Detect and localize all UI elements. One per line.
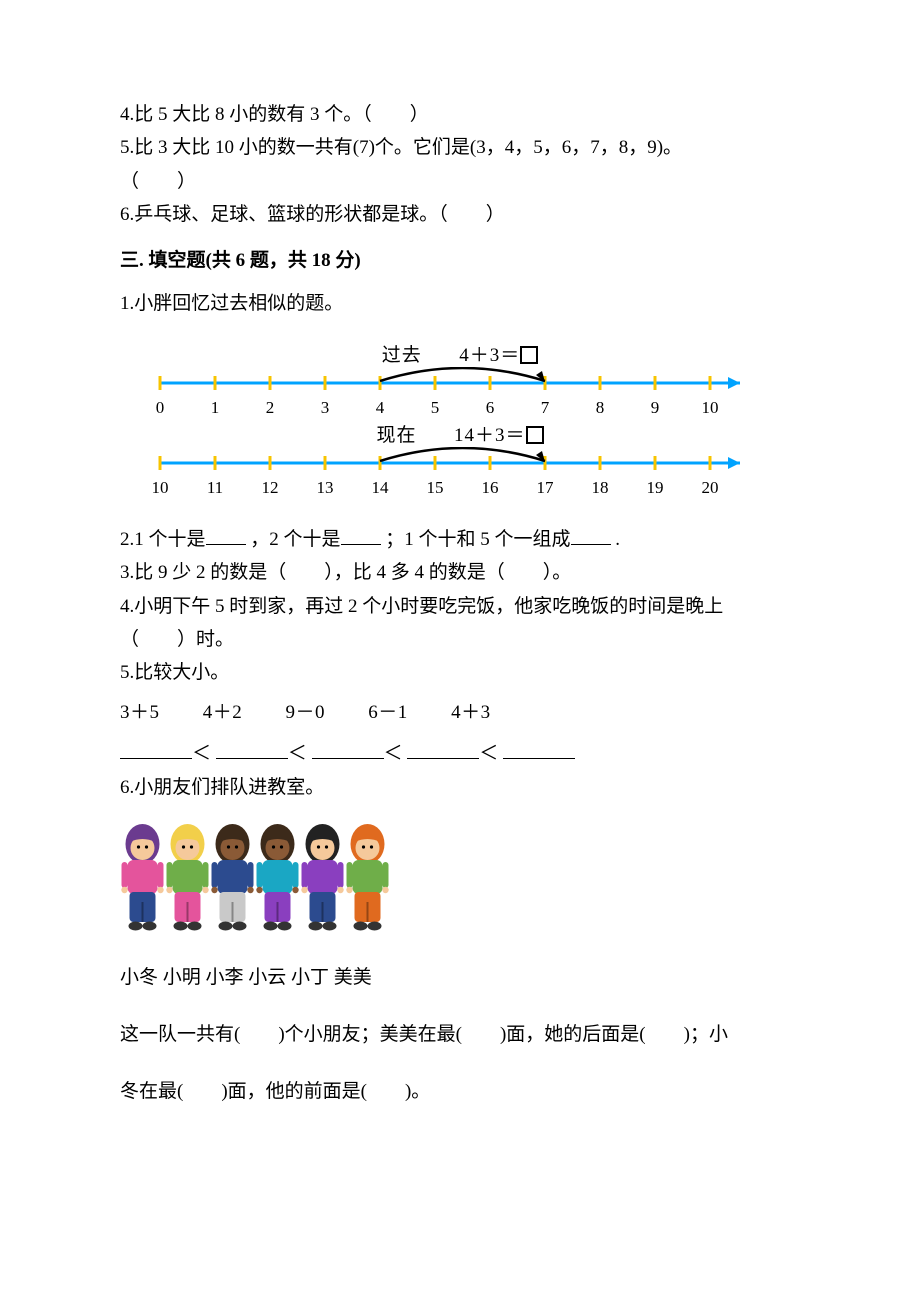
numberline-tick-label: 12: [262, 475, 279, 501]
numberline-tick-label: 7: [541, 395, 550, 421]
section-3-title: 三. 填空题(共 6 题，共 18 分): [120, 246, 800, 275]
numberline-tick-label: 16: [482, 475, 499, 501]
numberline-tick-label: 10: [152, 475, 169, 501]
s3-q6-line2: 冬在最( )面，他的前面是( )。: [120, 1077, 800, 1106]
blank: [407, 739, 479, 759]
kids-illustration: 小冬 小明 小李 小云 小丁 美美: [120, 816, 390, 992]
compare-item: 3＋5: [120, 698, 160, 727]
s3-q4b: （ ）时。: [120, 625, 800, 654]
numberline-tick-label: 11: [207, 475, 223, 501]
numberline-tick-label: 4: [376, 395, 385, 421]
numberline-now-svg: [140, 447, 780, 487]
numberline-tick-label: 18: [592, 475, 609, 501]
compare-item: 6－1: [368, 698, 408, 727]
blank: [341, 525, 381, 545]
s3-q5-order: ＜ ＜ ＜ ＜: [120, 739, 800, 768]
blank: [216, 739, 288, 759]
numberline-tick-label: 14: [372, 475, 389, 501]
blank: [120, 739, 192, 759]
s3-q5-items: 3＋5 4＋2 9－0 6－1 4＋3: [120, 698, 800, 727]
lt-symbol: ＜: [384, 743, 403, 764]
lt-symbol: ＜: [288, 743, 307, 764]
numberline-tick-label: 1: [211, 395, 220, 421]
blank: [206, 525, 246, 545]
answer-box-icon: [520, 346, 538, 364]
numberline-past-svg: [140, 367, 780, 407]
q2-part: ，2 个十是: [250, 529, 340, 550]
numberline-tick-label: 6: [486, 395, 495, 421]
kids-svg: [120, 816, 390, 951]
s3-q3: 3.比 9 少 2 的数是（ ），比 4 多 4 的数是（ ）。: [120, 558, 800, 587]
caption-expr: 4＋3＝: [459, 345, 520, 366]
compare-item: 9－0: [286, 698, 326, 727]
judge-q6: 6.乒乓球、足球、篮球的形状都是球。（ ）: [120, 200, 800, 229]
numberline-tick-label: 13: [317, 475, 334, 501]
numberline-tick-label: 8: [596, 395, 605, 421]
s3-q4a: 4.小明下午 5 时到家，再过 2 个小时要吃完饭，他家吃晚饭的时间是晚上: [120, 592, 800, 621]
blank: [312, 739, 384, 759]
compare-item: 4＋2: [203, 698, 243, 727]
s3-q6: 6.小朋友们排队进教室。: [120, 773, 800, 802]
numberline-tick-label: 10: [702, 395, 719, 421]
answer-box-icon: [526, 426, 544, 444]
numberline-tick-label: 0: [156, 395, 165, 421]
q2-part: 2.1 个十是: [120, 529, 206, 550]
numberline-tick-label: 20: [702, 475, 719, 501]
kids-names-row: 小冬 小明 小李 小云 小丁 美美: [120, 963, 390, 992]
judge-q4: 4.比 5 大比 8 小的数有 3 个。（ ）: [120, 100, 800, 129]
q2-part: ；1 个十和 5 个一组成: [385, 529, 570, 550]
blank: [571, 525, 611, 545]
numberline-tick-label: 5: [431, 395, 440, 421]
s3-q1: 1.小胖回忆过去相似的题。: [120, 289, 800, 318]
s3-q2: 2.1 个十是 ，2 个十是 ；1 个十和 5 个一组成 .: [120, 525, 800, 554]
caption-label: 过去: [382, 345, 422, 366]
numberline-now: 现在 14＋3＝ 1011121314151617181920: [140, 425, 780, 497]
numberline-tick-label: 3: [321, 395, 330, 421]
caption-expr: 14＋3＝: [454, 425, 526, 446]
numberline-past: 过去 4＋3＝ 012345678910: [140, 345, 780, 417]
lt-symbol: ＜: [479, 743, 498, 764]
judge-q5-b: （ ）: [120, 167, 800, 196]
worksheet-page: 4.比 5 大比 8 小的数有 3 个。（ ） 5.比 3 大比 10 小的数一…: [0, 0, 920, 1302]
blank: [503, 739, 575, 759]
s3-q6-line1: 这一队一共有( )个小朋友；美美在最( )面，她的后面是( )；小: [120, 1020, 800, 1049]
numberline-tick-label: 19: [647, 475, 664, 501]
caption-label: 现在: [376, 425, 416, 446]
numberline-tick-label: 17: [537, 475, 554, 501]
compare-item: 4＋3: [451, 698, 491, 727]
numberline-tick-label: 15: [427, 475, 444, 501]
s3-q5: 5.比较大小。: [120, 658, 800, 687]
numberline-tick-label: 9: [651, 395, 660, 421]
judge-q5-a: 5.比 3 大比 10 小的数一共有(7)个。它们是(3，4，5，6，7，8，9…: [120, 133, 800, 162]
numberline-tick-label: 2: [266, 395, 275, 421]
q2-part: .: [615, 529, 620, 550]
lt-symbol: ＜: [192, 743, 211, 764]
numberline-block: 过去 4＋3＝ 012345678910 现在 14＋3＝ 1011121314…: [140, 345, 800, 497]
